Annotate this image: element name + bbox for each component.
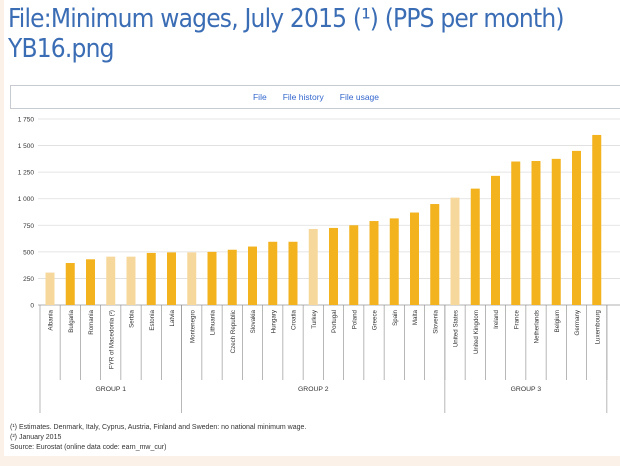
bar-ireland <box>491 175 500 305</box>
bar-slovenia <box>430 204 440 305</box>
category-label: FYR of Macedonia (²) <box>108 310 115 369</box>
footnote-1: (¹) Estimates. Denmark, Italy, Cyprus, A… <box>10 424 307 431</box>
bar-bulgaria <box>65 263 75 305</box>
page-title: File:Minimum wages, July 2015 (¹) (PPS p… <box>8 4 564 64</box>
category-label: Belgium <box>554 310 561 332</box>
category-label: Estonia <box>149 309 156 330</box>
tab-file-usage[interactable]: File usage <box>339 92 379 102</box>
y-tick-label: 1 500 <box>18 143 35 150</box>
bar-luxembourg <box>592 134 602 305</box>
y-tick-label: 1 000 <box>18 196 35 203</box>
bar-united-kingdom <box>470 188 480 305</box>
category-label: Portugal <box>331 310 338 333</box>
bar-estonia <box>146 252 156 305</box>
bar-united-states <box>450 197 460 305</box>
bar-lithuania <box>207 251 217 305</box>
category-label: France <box>513 309 520 329</box>
category-label: Albania <box>48 309 55 330</box>
bar-latvia <box>167 252 176 305</box>
page-edge <box>0 456 620 466</box>
category-label: Turkey <box>311 309 318 329</box>
y-tick-label: 1 750 <box>18 117 35 124</box>
bar-france <box>511 161 521 305</box>
y-tick-label: 1 250 <box>18 170 35 177</box>
category-label: Lithuania <box>210 309 217 335</box>
y-tick-label: 0 <box>30 303 34 310</box>
category-label: Serbia <box>129 309 136 327</box>
category-label: Hungary <box>270 309 277 333</box>
bar-netherlands <box>531 160 541 305</box>
y-tick-label: 500 <box>23 249 34 256</box>
group-label: GROUP 1 <box>96 386 127 393</box>
y-tick-label: 250 <box>23 276 34 283</box>
bar-romania <box>86 259 95 305</box>
category-label: Luxembourg <box>594 309 601 344</box>
bar-fyr-of-macedonia- <box>106 256 116 305</box>
tab-file-history[interactable]: File history <box>282 92 324 102</box>
bar-albania <box>45 272 55 305</box>
category-label: Ireland <box>493 309 500 328</box>
footnote-2: (²) January 2015 <box>10 434 62 441</box>
category-label: Spain <box>392 309 399 325</box>
bar-portugal <box>329 227 338 305</box>
bar-poland <box>349 225 359 305</box>
bar-malta <box>410 212 419 305</box>
category-label: Bulgaria <box>68 309 75 332</box>
bar-czech-republic <box>227 249 237 305</box>
bar-germany <box>572 150 581 305</box>
bar-serbia <box>126 256 136 305</box>
bar-hungary <box>268 241 278 305</box>
category-label: Montenegro <box>189 309 196 343</box>
bar-montenegro <box>187 252 197 305</box>
y-tick-label: 750 <box>23 223 34 230</box>
category-label: Germany <box>574 309 581 335</box>
category-label: Poland <box>351 309 358 329</box>
category-label: United Kingdom <box>473 310 480 354</box>
category-label: Czech Republic <box>230 310 237 353</box>
category-label: Greece <box>372 309 379 330</box>
category-label: Malta <box>412 309 419 325</box>
bar-greece <box>369 221 379 305</box>
bar-slovakia <box>248 246 257 305</box>
category-label: Croatia <box>291 309 298 330</box>
category-label: Slovenia <box>432 309 439 333</box>
bar-turkey <box>308 229 318 305</box>
bar-spain <box>389 218 399 305</box>
category-label: Romania <box>88 309 95 334</box>
bar-croatia <box>288 241 298 305</box>
tab-file[interactable]: File <box>252 92 267 102</box>
file-tabs: File File history File usage <box>10 85 620 109</box>
category-label: Slovakia <box>250 309 257 333</box>
group-label: GROUP 3 <box>511 386 542 393</box>
group-label: GROUP 2 <box>298 386 329 393</box>
source-note: Source: Eurostat (online data code: earn… <box>10 444 167 451</box>
bar-chart: 0 250 500 750 1 000 1 250 1 500 1 750 Albania Bul… <box>18 117 620 413</box>
category-label: Netherlands <box>534 310 541 343</box>
category-label: United States <box>453 310 460 347</box>
category-label: Latvia <box>169 309 176 326</box>
bar-belgium <box>551 158 561 305</box>
